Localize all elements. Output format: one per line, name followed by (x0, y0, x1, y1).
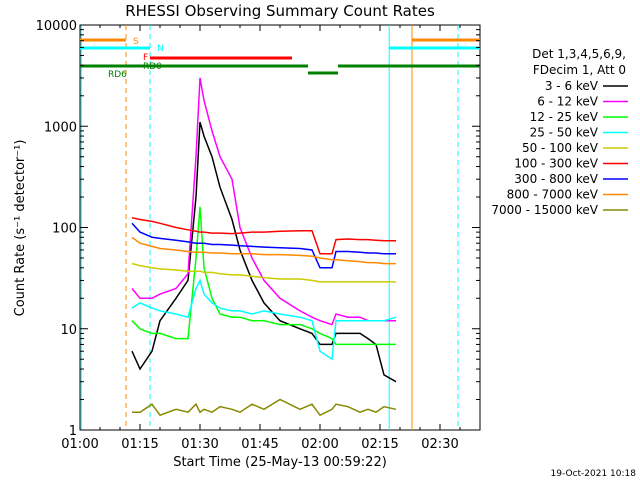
legend-header-line-1: Det 1,3,4,5,6,9, (532, 47, 626, 61)
y-tick-label: 10 (60, 323, 77, 338)
x-tick-label: 01:00 (61, 437, 98, 452)
footer-timestamp: 19-Oct-2021 10:18 (551, 469, 637, 479)
series-line (131, 216, 396, 255)
legend-entry-label: 300 - 800 keV (514, 172, 598, 186)
x-tick-label: 01:15 (121, 437, 158, 452)
chart-title: RHESSI Observing Summary Count Rates (125, 2, 435, 20)
status-bar-label: S (133, 37, 139, 47)
legend-entry-label: 7000 - 15000 keV (491, 203, 598, 217)
series-line (131, 236, 396, 265)
y-tick-label: 100 (52, 222, 77, 237)
y-tick-label: 1000 (44, 120, 77, 135)
x-axis-label: Start Time (25-May-13 00:59:22) (173, 455, 387, 470)
legend-entry-label: 25 - 50 keV (530, 126, 599, 140)
series-line (131, 121, 397, 383)
y-tick-label: 10000 (36, 19, 77, 34)
x-tick-label: 01:45 (241, 437, 278, 452)
x-tick-label: 02:00 (301, 437, 338, 452)
x-tick-label: 02:30 (421, 437, 458, 452)
legend-entry-label: 12 - 25 keV (530, 110, 599, 124)
legend-entry-label: 6 - 12 keV (537, 95, 599, 109)
status-bar-label: RD0 (143, 62, 162, 72)
legend-entry-label: 800 - 7000 keV (507, 188, 599, 202)
x-tick-label: 01:30 (181, 437, 218, 452)
y-axis: 1 10 100 1000 10000 (36, 19, 480, 439)
y-axis-label: Count Rate (s⁻¹ detector⁻¹) (13, 140, 28, 317)
series-line (131, 262, 396, 283)
series-line (132, 398, 397, 417)
vertical-markers (80, 25, 459, 430)
status-bar-label: F (143, 53, 148, 63)
status-bar-label: RD6 (108, 70, 127, 80)
y-tick-label: 1 (69, 424, 77, 439)
status-bar-label: N (157, 44, 164, 54)
legend-entry-label: 3 - 6 keV (545, 79, 599, 93)
x-axis: 01:00 01:15 01:30 01:45 02:00 02:15 02:30 (61, 25, 461, 452)
x-tick-label: 02:15 (361, 437, 398, 452)
legend-header-line-2: FDecim 1, Att 0 (533, 63, 626, 77)
series-line (131, 278, 397, 361)
legend: Det 1,3,4,5,6,9, FDecim 1, Att 0 3 - 6 k… (491, 47, 628, 217)
series-line (131, 222, 396, 269)
series-line (131, 77, 396, 326)
legend-entry-label: 100 - 300 keV (514, 157, 598, 171)
series-line (131, 206, 396, 346)
data-series (131, 77, 397, 417)
legend-entry-label: 50 - 100 keV (522, 141, 599, 155)
